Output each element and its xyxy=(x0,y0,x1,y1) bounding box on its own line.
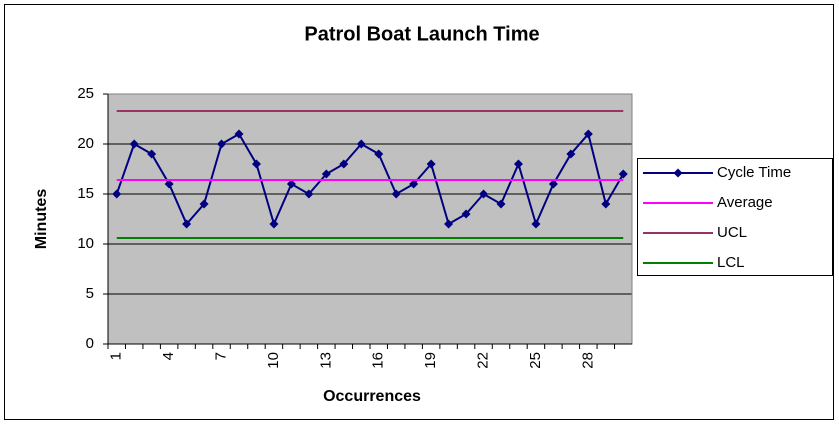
data-point xyxy=(147,149,157,159)
x-tick-label: 10 xyxy=(265,352,282,369)
legend-label: UCL xyxy=(717,224,747,241)
data-point xyxy=(496,199,506,209)
data-point xyxy=(339,159,349,169)
data-point xyxy=(513,159,523,169)
x-tick-label: 28 xyxy=(579,352,596,369)
x-tick-label: 13 xyxy=(317,352,334,369)
data-point xyxy=(286,179,296,189)
data-point xyxy=(112,189,122,199)
x-tick-label: 25 xyxy=(527,352,544,369)
data-point xyxy=(251,159,261,169)
data-point xyxy=(461,209,471,219)
data-point xyxy=(304,189,314,199)
y-tick-label: 10 xyxy=(77,235,94,252)
data-point xyxy=(531,219,541,229)
x-tick-label: 19 xyxy=(422,352,439,369)
data-point xyxy=(601,199,611,209)
legend-label: Average xyxy=(717,194,773,211)
chart-title: Patrol Boat Launch Time xyxy=(304,23,539,45)
data-point xyxy=(479,189,489,199)
legend-label: LCL xyxy=(717,254,745,271)
x-tick-label: 7 xyxy=(213,352,230,360)
x-tick-label: 1 xyxy=(108,352,125,360)
data-point xyxy=(583,129,593,139)
data-point xyxy=(199,199,209,209)
y-tick-label: 5 xyxy=(86,285,94,302)
data-point xyxy=(321,169,331,179)
y-tick-label: 15 xyxy=(77,185,94,202)
plot-area xyxy=(108,94,632,344)
y-axis-label: Minutes xyxy=(33,189,50,250)
data-point xyxy=(444,219,454,229)
data-point xyxy=(217,139,227,149)
data-point xyxy=(618,169,628,179)
data-point xyxy=(426,159,436,169)
x-tick-label: 16 xyxy=(370,352,387,369)
legend-label: Cycle Time xyxy=(717,164,791,181)
y-tick-label: 20 xyxy=(77,135,94,152)
x-tick-label: 22 xyxy=(475,352,492,369)
data-point xyxy=(409,179,419,189)
data-point xyxy=(164,179,174,189)
series-line xyxy=(115,131,625,227)
data-point xyxy=(374,149,384,159)
data-point xyxy=(566,149,576,159)
data-point xyxy=(234,129,244,139)
y-tick-label: 25 xyxy=(77,85,94,102)
data-point xyxy=(356,139,366,149)
data-point xyxy=(548,179,558,189)
x-tick-label: 4 xyxy=(160,352,177,360)
data-point xyxy=(391,189,401,199)
y-tick-label: 0 xyxy=(86,335,94,352)
data-point xyxy=(269,219,279,229)
legend-marker xyxy=(673,168,683,178)
data-point xyxy=(129,139,139,149)
data-point xyxy=(182,219,192,229)
legend-box xyxy=(637,158,833,276)
x-axis-label: Occurrences xyxy=(323,388,421,405)
